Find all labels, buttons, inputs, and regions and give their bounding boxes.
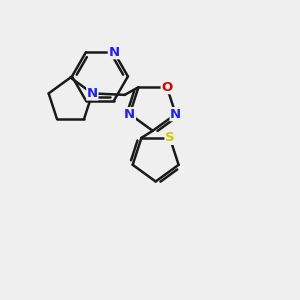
Text: N: N — [124, 108, 135, 121]
Text: S: S — [165, 131, 175, 144]
Text: O: O — [161, 81, 172, 94]
Text: N: N — [87, 87, 98, 100]
Text: N: N — [108, 46, 119, 59]
Text: N: N — [170, 108, 181, 121]
